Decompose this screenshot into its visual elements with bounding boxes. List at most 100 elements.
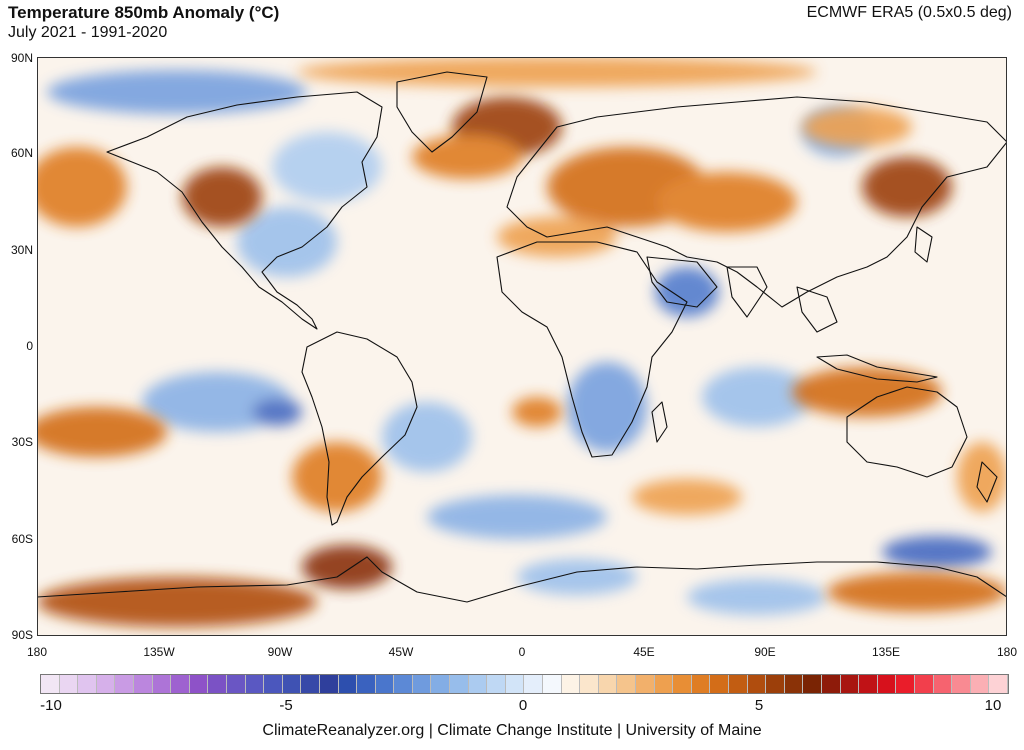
colorbar-swatch (710, 675, 729, 693)
lat-label-90s: 90S (11, 628, 33, 642)
lon-label-135w: 135W (143, 645, 175, 659)
colorbar-swatch (580, 675, 599, 693)
lat-label-0: 0 (26, 339, 33, 353)
coast-africa (496, 241, 688, 458)
anomaly-map-svg (37, 57, 1007, 636)
map-title: Temperature 850mb Anomaly (°C) (8, 3, 280, 22)
colorbar-swatch (394, 675, 413, 693)
colorbar-label-neg5: -5 (279, 697, 293, 714)
colorbar-swatch (766, 675, 785, 693)
warm-patch-pacific-nw (37, 147, 127, 227)
warm-patch-australia (792, 367, 942, 417)
cold-patch-antarctic-east (687, 579, 827, 615)
colorbar-swatch (636, 675, 655, 693)
coast-arabia (646, 256, 718, 308)
cold-patch-tasman (882, 536, 992, 568)
coast-greenland (396, 71, 488, 153)
colorbar-swatch (301, 675, 320, 693)
warm-patch-central-asia (657, 172, 797, 232)
lon-label-90e: 90E (754, 645, 776, 659)
warm-anomaly-patches (37, 57, 1007, 627)
warm-patch-okhotsk (862, 157, 952, 217)
colorbar-swatch (412, 675, 432, 693)
colorbar-label-neg10: -10 (40, 697, 62, 714)
colorbar-swatch (859, 675, 878, 693)
colorbar-swatch (933, 675, 953, 693)
cold-patch-south-africa (567, 362, 647, 452)
warm-patch-south-atlantic (512, 397, 562, 427)
colorbar-swatch (450, 675, 469, 693)
colorbar-swatch (989, 675, 1008, 693)
colorbar-swatch (747, 675, 767, 693)
colorbar-label-5: 5 (754, 697, 764, 714)
warm-patch-antarctic-east (827, 572, 1007, 612)
colorbar-swatch (654, 675, 674, 693)
colorbar-swatch (245, 675, 265, 693)
colorbar-swatch (561, 675, 581, 693)
cold-patch-hudson (272, 132, 382, 202)
lon-label-0: 0 (518, 645, 526, 659)
warm-patch-south-pacific-west (37, 407, 167, 457)
colorbar-swatch (171, 675, 190, 693)
colorbar-swatch (505, 675, 525, 693)
colorbar-label-10: 10 (984, 697, 1002, 714)
colorbar-swatch (728, 675, 748, 693)
lat-label-60s: 60S (11, 532, 33, 546)
colorbar-swatch (952, 675, 971, 693)
lon-label-180e: 180 (996, 645, 1018, 659)
lon-label-135e: 135E (871, 645, 901, 659)
colorbar-swatch (133, 675, 153, 693)
colorbar-swatch (840, 675, 860, 693)
warm-patch-western-na (182, 167, 262, 227)
lon-label-45w: 45W (388, 645, 414, 659)
colorbar-swatch (41, 675, 60, 693)
colorbar-swatch (691, 675, 711, 693)
warm-patch-antarctic-peninsula (302, 545, 392, 589)
data-source: ECMWF ERA5 (0.5x0.5 deg) (806, 4, 1012, 21)
coast-madagascar (651, 401, 668, 443)
lon-label-180w: 180 (26, 645, 48, 659)
coast-new-zealand (976, 461, 998, 503)
colorbar-swatch (970, 675, 990, 693)
cold-anomaly-patches (47, 70, 992, 615)
colorbar-swatch (282, 675, 302, 693)
colorbar-swatch (208, 675, 227, 693)
colorbar-swatch (487, 675, 506, 693)
cold-patch-arctic-canada (47, 70, 307, 114)
colorbar-swatch (617, 675, 636, 693)
warm-patch-antarctic-pacific (37, 577, 317, 627)
coast-north-america (106, 91, 383, 330)
map-subtitle: July 2021 - 1991-2020 (8, 24, 168, 41)
colorbar-swatch (821, 675, 841, 693)
lon-label-90w: 90W (267, 645, 293, 659)
colorbar-swatch (673, 675, 692, 693)
warm-patch-north-atlantic (412, 135, 522, 179)
colorbar-swatch (784, 675, 804, 693)
coast-india (726, 266, 768, 318)
warm-patch-north-siberia (802, 107, 912, 147)
colorbar-swatch (59, 675, 79, 693)
cold-patch-southern-ocean (427, 495, 607, 539)
cold-patch-arabian-sea (655, 267, 719, 317)
colorbar-swatch (524, 675, 544, 693)
cold-patch-south-pacific (252, 398, 302, 426)
coast-australia (846, 386, 968, 478)
warm-patch-indian-south (632, 479, 742, 515)
colorbar-swatch (598, 675, 618, 693)
colorbar-swatch (226, 675, 246, 693)
cold-patch-south-america (382, 402, 472, 472)
lon-label-45e: 45E (633, 645, 655, 659)
colorbar-swatch (914, 675, 934, 693)
coast-europe (506, 96, 1007, 308)
coast-japan (914, 226, 933, 263)
colorbar-swatch (115, 675, 134, 693)
warm-patch-arctic-north (297, 57, 817, 87)
lat-label-30n: 30N (10, 243, 33, 257)
map-frame (37, 57, 1007, 636)
colorbar-swatch (264, 675, 283, 693)
colorbar (40, 674, 1009, 694)
colorbar-swatch (96, 675, 116, 693)
warm-patch-andes (292, 442, 382, 512)
colorbar-swatch (877, 675, 897, 693)
coast-antarctica (37, 556, 1007, 603)
